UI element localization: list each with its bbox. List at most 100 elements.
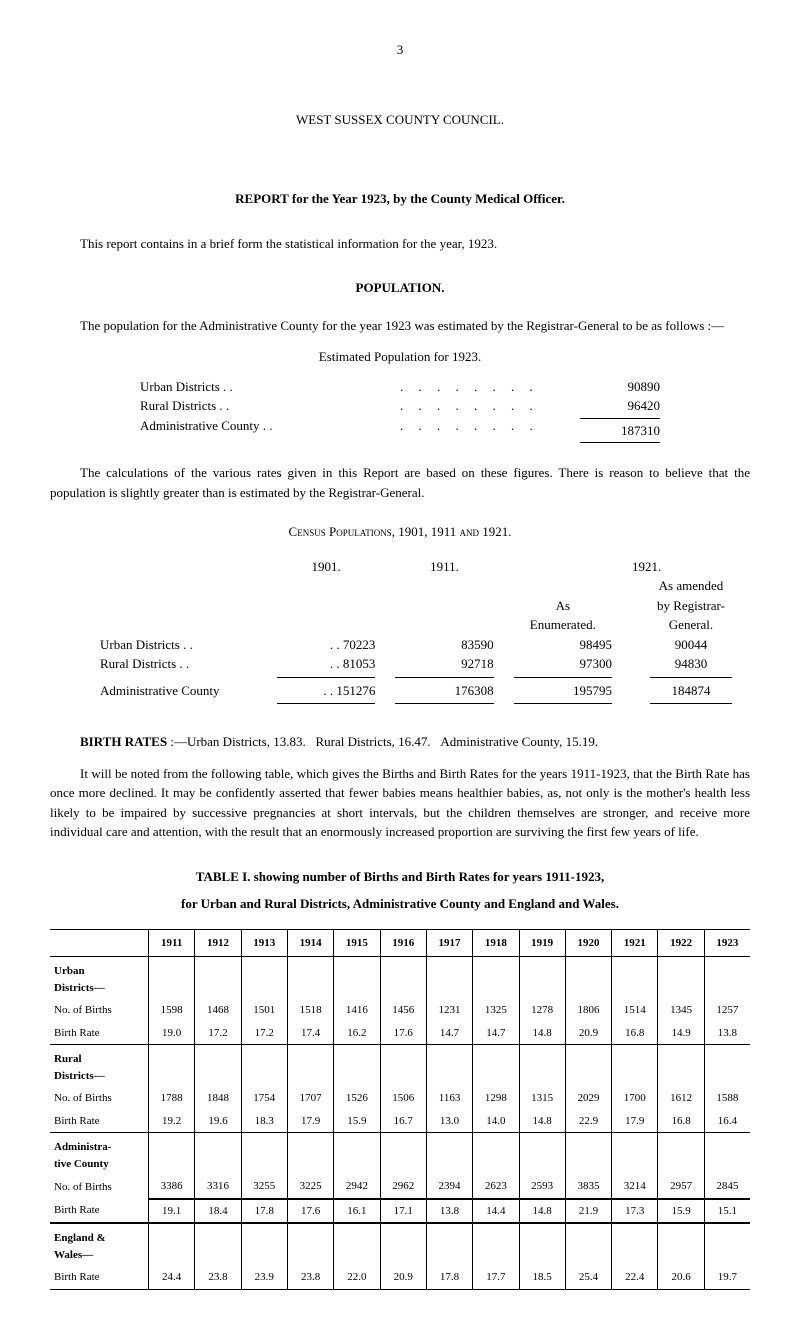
table-row: [100, 674, 750, 681]
row-label: Birth Rate: [50, 1110, 149, 1133]
cell: . . 151276: [277, 681, 395, 701]
population-para-1: The population for the Administrative Co…: [50, 316, 750, 336]
cell: 14.8: [519, 1199, 565, 1224]
cell: 18.4: [195, 1199, 241, 1224]
table-header-row: 1911 1912 1913 1914 1915 1916 1917 1918 …: [50, 929, 750, 957]
cell: 17.9: [287, 1110, 333, 1133]
table-row: Rural Districts . . . . 81053 92718 9730…: [100, 654, 750, 674]
year-header: 1914: [287, 929, 333, 957]
cell: 1588: [704, 1087, 750, 1110]
cell: . . 70223: [277, 635, 395, 655]
table-row: Enumerated. General.: [100, 615, 750, 635]
cell: 17.8: [426, 1266, 472, 1289]
cell: 20.9: [565, 1022, 611, 1045]
cell: 14.8: [519, 1110, 565, 1133]
cell: 98495: [514, 635, 632, 655]
table-row: As amended: [100, 576, 750, 596]
birth-rates-heading: BIRTH RATES :—Urban Districts, 13.83. Ru…: [50, 732, 750, 752]
cell: 17.7: [473, 1266, 519, 1289]
row-label: Rural Districts . .: [100, 654, 277, 674]
row-label: Administrative County: [100, 681, 277, 701]
cell: 18.5: [519, 1266, 565, 1289]
general-label: General.: [632, 615, 750, 635]
cell: 2394: [426, 1175, 472, 1199]
cell: 1700: [612, 1087, 658, 1110]
group-label: Administra-tive County: [50, 1133, 149, 1176]
estimated-line: Estimated Population for 1923.: [50, 347, 750, 367]
cell: 2845: [704, 1175, 750, 1199]
council-name: WEST SUSSEX COUNTY COUNCIL.: [50, 110, 750, 130]
population-table: Urban Districts . . . . . . . . . . 9089…: [140, 377, 750, 444]
cell: 14.0: [473, 1110, 519, 1133]
births-table: 1911 1912 1913 1914 1915 1916 1917 1918 …: [50, 929, 750, 1290]
cell: 20.9: [380, 1266, 426, 1289]
cell: 1612: [658, 1087, 704, 1110]
cell: 16.2: [334, 1022, 380, 1045]
as-label: As: [514, 596, 632, 616]
table1-title: TABLE I. showing number of Births and Bi…: [50, 867, 750, 887]
cell: 17.1: [380, 1199, 426, 1224]
cell: 1278: [519, 999, 565, 1022]
cell: 1163: [426, 1087, 472, 1110]
row-label: No. of Births: [50, 1175, 149, 1199]
cell: 19.7: [704, 1266, 750, 1289]
cell: 1754: [241, 1087, 287, 1110]
cell: 2957: [658, 1175, 704, 1199]
cell: 21.9: [565, 1199, 611, 1224]
cell: 17.3: [612, 1199, 658, 1224]
row-label: Birth Rate: [50, 1022, 149, 1045]
row-label: Administrative County . .: [140, 416, 400, 444]
year-1911: 1911.: [395, 557, 513, 577]
row-label: Urban Districts . .: [100, 635, 277, 655]
table-row: Urban Districts . . . . 70223 83590 9849…: [100, 635, 750, 655]
table-row: Rural Districts . . . . . . . . . . 9642…: [140, 396, 750, 416]
cell: 1848: [195, 1087, 241, 1110]
cell: 1806: [565, 999, 611, 1022]
birth-paragraph: It will be noted from the following tabl…: [50, 764, 750, 842]
table-row: Birth Rate 19.2 19.6 18.3 17.9 15.9 16.7…: [50, 1110, 750, 1133]
year-header: 1917: [426, 929, 472, 957]
cell: 2623: [473, 1175, 519, 1199]
row-label: Rural Districts . .: [140, 396, 400, 416]
table-row: Urban Districts . . . . . . . . . . 9089…: [140, 377, 750, 397]
cell: 25.4: [565, 1266, 611, 1289]
intro-paragraph: This report contains in a brief form the…: [50, 234, 750, 254]
enumerated-label: Enumerated.: [514, 615, 632, 635]
row-label: No. of Births: [50, 1087, 149, 1110]
cell: 94830: [632, 654, 750, 674]
cell: 23.9: [241, 1266, 287, 1289]
cell: 23.8: [195, 1266, 241, 1289]
row-dots: . . . . . . . .: [400, 396, 580, 416]
cell: 3255: [241, 1175, 287, 1199]
year-header: 1913: [241, 929, 287, 957]
cell: 2942: [334, 1175, 380, 1199]
cell: 90044: [632, 635, 750, 655]
row-label: Urban Districts . .: [140, 377, 400, 397]
cell: 17.6: [380, 1022, 426, 1045]
cell: 24.4: [149, 1266, 195, 1289]
cell: 2962: [380, 1175, 426, 1199]
year-header: 1916: [380, 929, 426, 957]
group-header-row: England &Wales—: [50, 1223, 750, 1266]
group-header-row: Administra-tive County: [50, 1133, 750, 1176]
cell: 3316: [195, 1175, 241, 1199]
table-row: Administrative County . . . . . . . . . …: [140, 416, 750, 444]
cell: 22.4: [612, 1266, 658, 1289]
cell: 1788: [149, 1087, 195, 1110]
table1-subtitle: for Urban and Rural Districts, Administr…: [50, 894, 750, 914]
cell: 23.8: [287, 1266, 333, 1289]
cell: 3386: [149, 1175, 195, 1199]
group-label: RuralDistricts—: [50, 1045, 149, 1088]
cell: 17.2: [241, 1022, 287, 1045]
cell: 13.8: [426, 1199, 472, 1224]
year-header: 1923: [704, 929, 750, 957]
cell: 22.9: [565, 1110, 611, 1133]
cell: 1707: [287, 1087, 333, 1110]
cell: 3835: [565, 1175, 611, 1199]
row-label: No. of Births: [50, 999, 149, 1022]
cell: 15.9: [658, 1199, 704, 1224]
cell: 1315: [519, 1087, 565, 1110]
cell: 184874: [632, 681, 750, 701]
cell: 97300: [514, 654, 632, 674]
year-header: 1920: [565, 929, 611, 957]
